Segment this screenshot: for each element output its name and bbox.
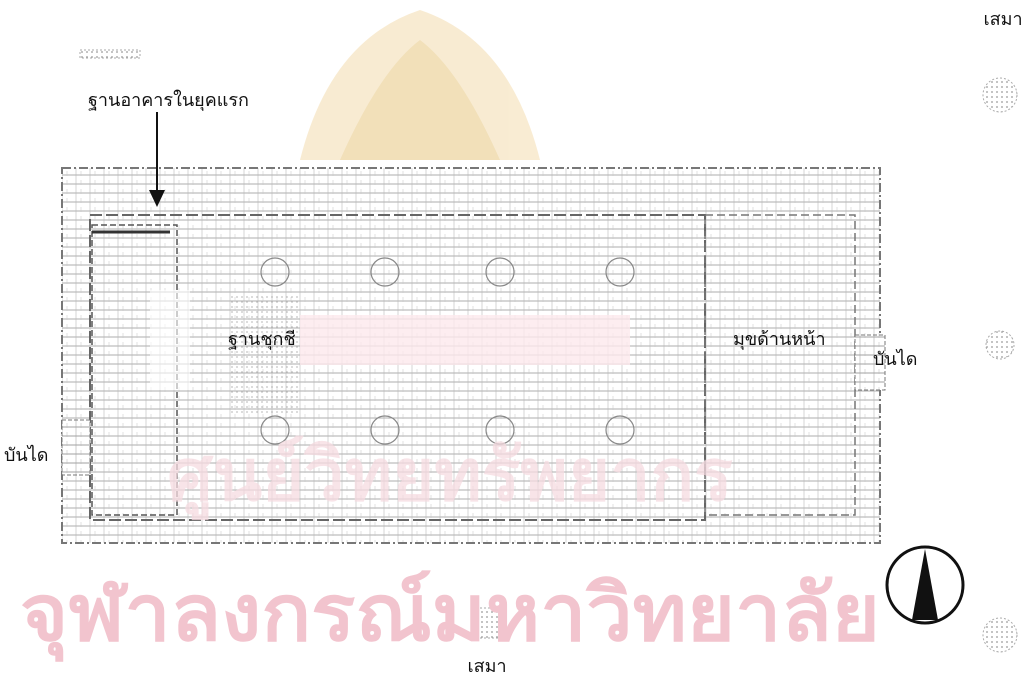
emblem-watermark: [300, 10, 540, 160]
watermark-lower: จุฬาลงกรณ์มหาวิทยาลัย: [20, 569, 880, 662]
label-stairs: บันได: [4, 444, 48, 466]
north-arrow: [887, 547, 963, 623]
label-early-base: ฐานอาคารในยุคแรก: [88, 89, 249, 111]
plan-drawing: ศูนย์วิทยทรัพยากร จุฬาลงกรณ์มหาวิทยาลัย …: [0, 0, 1031, 683]
pointer-arrow: [149, 112, 165, 207]
label-sema: เสมา: [983, 9, 1022, 30]
page: ศูนย์วิทยทรัพยากร จุฬาลงกรณ์มหาวิทยาลัย …: [0, 0, 1031, 683]
label-stairs: บันได: [873, 348, 917, 370]
label-sema: เสมา: [467, 656, 506, 677]
label-altar-base: ฐานชุกชี: [228, 329, 296, 350]
label-front-porch: มุขด้านหน้า: [733, 329, 826, 350]
watermark-upper: ศูนย์วิทยทรัพยากร: [167, 433, 733, 521]
